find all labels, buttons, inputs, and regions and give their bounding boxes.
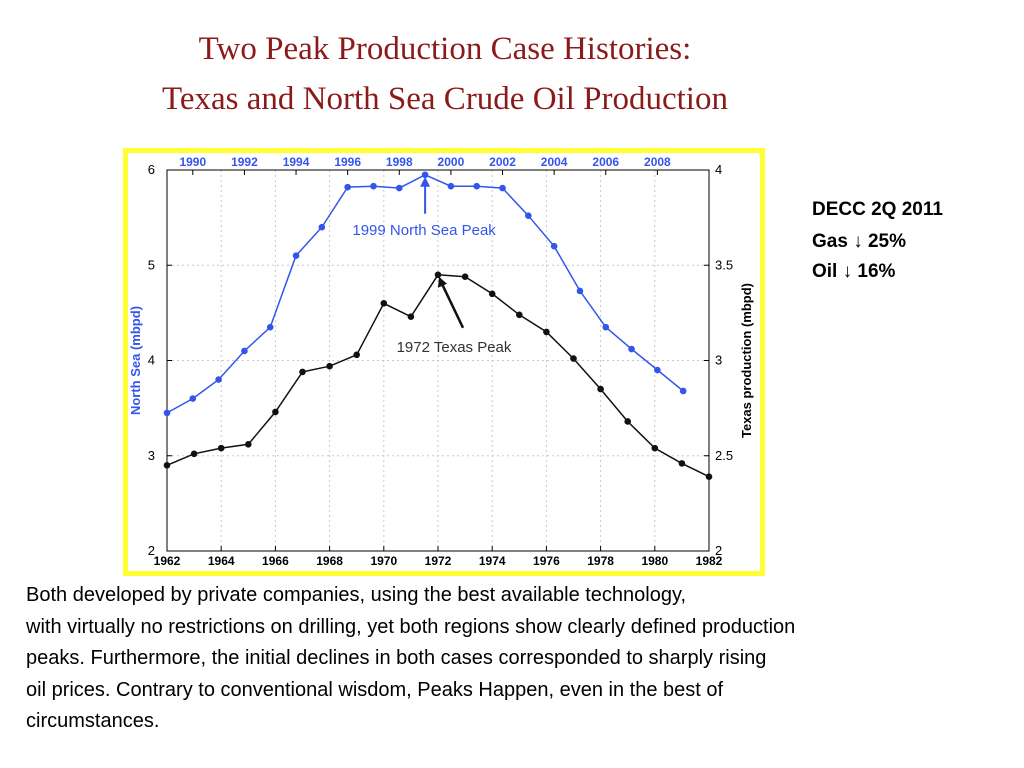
texas-series-point [624, 418, 631, 425]
north-sea-series-point [679, 387, 687, 395]
oil-value: 16% [857, 261, 896, 282]
y-right-tick-label: 3 [715, 353, 722, 368]
y-left-axis-title: North Sea (mbpd) [128, 306, 143, 415]
texas-series-point [488, 290, 496, 298]
x-top-tick-label: 1994 [283, 155, 310, 169]
gas-value: 25% [867, 231, 907, 252]
y-left-tick-label: 2 [148, 543, 155, 558]
y-left-tick-label: 5 [148, 257, 155, 272]
x-top-tick-label: 1992 [231, 155, 258, 169]
texas-series-point [651, 444, 659, 452]
north-sea-series-point [318, 223, 326, 231]
gas-decline-note: Gas ↓ 25% [812, 229, 906, 255]
x-bottom-tick-label: 1980 [641, 554, 668, 568]
texas-series-point [217, 444, 225, 452]
x-top-tick-label: 2008 [644, 155, 671, 169]
north-sea-series-point [266, 323, 274, 331]
x-top-tick-label: 1996 [334, 155, 361, 169]
x-top-tick-label: 2000 [438, 155, 465, 169]
y-left-tick-label: 4 [148, 353, 155, 368]
gas-label: Gas [812, 231, 848, 252]
body-line: circumstances. [26, 710, 160, 732]
north-sea-series-point [370, 182, 377, 190]
x-top-tick-label: 2002 [489, 155, 516, 169]
north-sea-series-point [473, 182, 481, 190]
texas-series-point [353, 351, 360, 359]
texas-series-point [705, 473, 713, 481]
texas-series-point [163, 461, 171, 469]
texas-series-point [272, 408, 279, 416]
north-sea-series-point [163, 409, 171, 417]
texas-series-point [299, 368, 306, 376]
north-sea-series-point [628, 345, 635, 353]
y-left-tick-label: 6 [148, 162, 155, 177]
texas-series-point [245, 441, 252, 448]
texas-peak-arrow [439, 281, 465, 329]
body-line: with virtually no restrictions on drilli… [26, 615, 796, 638]
texas-series-point [190, 450, 198, 458]
north-sea-series-point [421, 171, 429, 179]
north-sea-peak-arrowhead [420, 176, 431, 187]
y-right-tick-label: 4 [715, 162, 722, 177]
down-arrow-icon: ↓ [842, 261, 853, 282]
north-sea-series-point [292, 252, 300, 260]
north-sea-series-point [447, 182, 455, 190]
texas-series-point [380, 300, 388, 307]
north-sea-series-point [215, 376, 222, 383]
x-top-tick-label: 2006 [592, 155, 619, 169]
north-sea-series-point [550, 242, 558, 250]
y-right-tick-label: 2 [715, 543, 722, 558]
x-top-tick-label: 2004 [541, 155, 568, 169]
north-sea-series-point [344, 183, 351, 191]
decc-note-title: DECC 2Q 2011 [812, 199, 943, 220]
north-sea-series-point [189, 395, 197, 402]
y-right-axis-title: Texas production (mbpd) [739, 283, 754, 438]
body-line: Both developed by private companies, usi… [26, 584, 687, 606]
oil-decline-note: Oil ↓ 16% [812, 259, 895, 285]
texas-series-point [516, 311, 523, 319]
x-bottom-tick-label: 1970 [370, 554, 397, 568]
texas-series-point [543, 328, 550, 336]
texas-series-point [407, 313, 415, 320]
texas-series-point [678, 460, 686, 467]
y-right-tick-label: 2.5 [715, 448, 733, 463]
x-bottom-tick-label: 1974 [479, 554, 506, 568]
texas-series-point [597, 385, 604, 393]
texas-series-point [434, 271, 442, 279]
body-line: peaks. Furthermore, the initial declines… [26, 647, 767, 669]
y-right-tick-label: 3.5 [715, 257, 733, 272]
x-bottom-tick-label: 1982 [696, 554, 723, 568]
x-top-tick-label: 1990 [179, 155, 206, 169]
x-bottom-tick-label: 1966 [262, 554, 289, 568]
x-bottom-tick-label: 1964 [208, 554, 235, 568]
y-left-tick-label: 3 [148, 448, 155, 463]
texas-series-point [461, 273, 469, 280]
north-sea-series-point [602, 323, 610, 331]
oil-label: Oil [812, 261, 838, 282]
north-sea-series-point [395, 184, 403, 192]
body-line: oil prices. Contrary to conventional wis… [26, 678, 724, 701]
texas-series-point [326, 362, 333, 370]
north-sea-series-point [576, 287, 584, 295]
north-sea-peak-label: 1999 North Sea Peak [352, 222, 496, 239]
north-sea-series-point [499, 184, 506, 192]
production-chart: 1962 1964 1966 1968 1970 1972 1974 1976 1978 1980… [128, 155, 754, 568]
slide-title-line1: Two Peak Production Case Histories: [198, 31, 692, 67]
slide-title-line2: Texas and North Sea Crude Oil Production [162, 81, 728, 117]
x-bottom-tick-label: 1976 [533, 554, 560, 568]
x-bottom-tick-label: 1968 [316, 554, 343, 568]
texas-series-point [570, 355, 577, 362]
chart-frame: 1962 1964 1966 1968 1970 1972 1974 1976 1978 1980… [123, 148, 765, 576]
north-sea-series-point [241, 347, 248, 355]
x-top-tick-label: 1998 [386, 155, 413, 169]
body-paragraph: Both developed by private companies, usi… [26, 580, 1021, 738]
texas-peak-label: 1972 Texas Peak [397, 339, 512, 356]
x-bottom-tick-label: 1962 [154, 554, 181, 568]
down-arrow-icon: ↓ [853, 231, 863, 252]
north-sea-series-point [654, 366, 661, 374]
texas-peak-arrowhead [438, 276, 447, 288]
x-bottom-tick-label: 1978 [587, 554, 614, 568]
north-sea-series-point [525, 212, 532, 220]
x-bottom-tick-label: 1972 [425, 554, 452, 568]
